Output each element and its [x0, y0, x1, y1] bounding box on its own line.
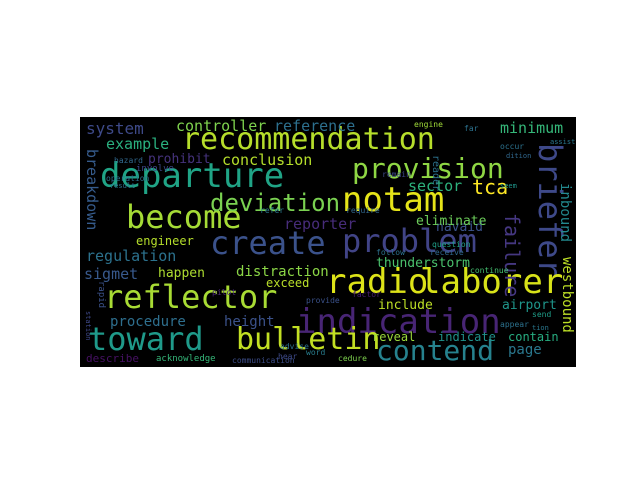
word-question: question	[432, 240, 471, 249]
word-refer: refer	[260, 206, 285, 215]
word-notam: notam	[342, 180, 445, 220]
word-briefer: briefer	[531, 143, 569, 278]
word-problem: problem	[342, 222, 477, 260]
word-engineer: engineer	[136, 234, 194, 248]
word-continue: continue	[470, 266, 509, 275]
word-indicate: indicate	[438, 330, 496, 344]
word-reporter: reporter	[284, 215, 357, 233]
word-toward: toward	[88, 320, 204, 358]
word-sigmet: sigmet	[84, 265, 139, 283]
word-breakdown: breakdown	[83, 149, 101, 231]
word-reflector: reflector	[104, 278, 278, 316]
word-far: far	[464, 124, 479, 133]
word-communication: communication	[232, 356, 295, 365]
word-hear: hear	[278, 352, 298, 361]
word-factor: factor	[352, 290, 381, 299]
word-send: send	[532, 310, 552, 319]
word-provide: provide	[306, 296, 340, 305]
word-word: word	[306, 348, 326, 357]
word-distraction: distraction	[236, 264, 329, 280]
word-height: height	[224, 314, 275, 330]
word-advise: advise	[280, 342, 309, 351]
word-navaid: navaid	[436, 220, 483, 235]
word-example: example	[106, 135, 170, 153]
word-describe: describe	[86, 352, 139, 365]
word-station: station	[84, 311, 92, 341]
word-dition: dition	[506, 152, 532, 160]
word-result: result	[110, 182, 136, 190]
word-procedure: procedure	[110, 314, 186, 330]
word-reader: reader	[430, 155, 441, 192]
word-laborer: laborer	[420, 262, 564, 302]
word-contain: contain	[508, 330, 559, 344]
word-occur: occur	[500, 142, 525, 151]
word-exceed: exceed	[266, 276, 310, 290]
word-westbound: westbound	[559, 257, 575, 333]
word-deviation: deviation	[210, 189, 341, 217]
word-controller: controller	[176, 117, 267, 135]
word-appear: appear	[500, 320, 529, 329]
word-tca: tca	[472, 175, 509, 199]
word-thunderstorm: thunderstorm	[376, 256, 470, 271]
word-contend: contend	[376, 334, 495, 367]
word-airport: airport	[502, 298, 557, 313]
word-reveal: reveal	[372, 330, 416, 344]
word-prohibit: prohibit	[148, 152, 211, 167]
word-minimum: minimum	[500, 119, 564, 137]
word-acknowledge: acknowledge	[156, 354, 216, 364]
word-regulation: regulation	[86, 247, 177, 265]
word-sector: sector	[408, 177, 463, 195]
word-remain: remain	[382, 170, 411, 179]
word-system: system	[86, 119, 144, 138]
word-cedure: cedure	[338, 354, 367, 363]
word-indication: indication	[296, 302, 501, 342]
word-reference: reference	[274, 117, 356, 135]
word-follow: follow	[376, 248, 405, 257]
word-require: require	[346, 206, 380, 215]
word-operation: operation	[106, 174, 150, 183]
word-bulletin: bulletin	[236, 322, 381, 357]
word-hazard: hazard	[114, 156, 143, 165]
word-eliminate: eliminate	[416, 214, 487, 229]
word-radio: radio	[326, 262, 429, 302]
word-happen: happen	[158, 266, 205, 281]
word-tion: tion	[532, 324, 549, 332]
word-failure: failure	[500, 213, 524, 298]
word-assist: assist	[550, 138, 576, 146]
word-recommendation: recommendation	[182, 122, 435, 157]
word-page: page	[508, 342, 542, 358]
word-inbound: inbound	[557, 183, 573, 243]
word-cloud: recommendation departure provision notam…	[80, 117, 576, 367]
word-involve: involve	[136, 164, 174, 174]
word-rapid: rapid	[96, 281, 106, 309]
word-departure: departure	[100, 156, 285, 196]
word-pilot: pilot	[212, 288, 237, 297]
word-provision: provision	[352, 152, 504, 185]
word-seem: seem	[500, 182, 517, 190]
word-create: create	[210, 224, 326, 262]
word-engine: engine	[414, 120, 443, 129]
word-include: include	[378, 298, 433, 313]
word-become: become	[126, 198, 242, 236]
word-receive: receive	[430, 248, 464, 257]
word-conclusion: conclusion	[222, 151, 313, 169]
